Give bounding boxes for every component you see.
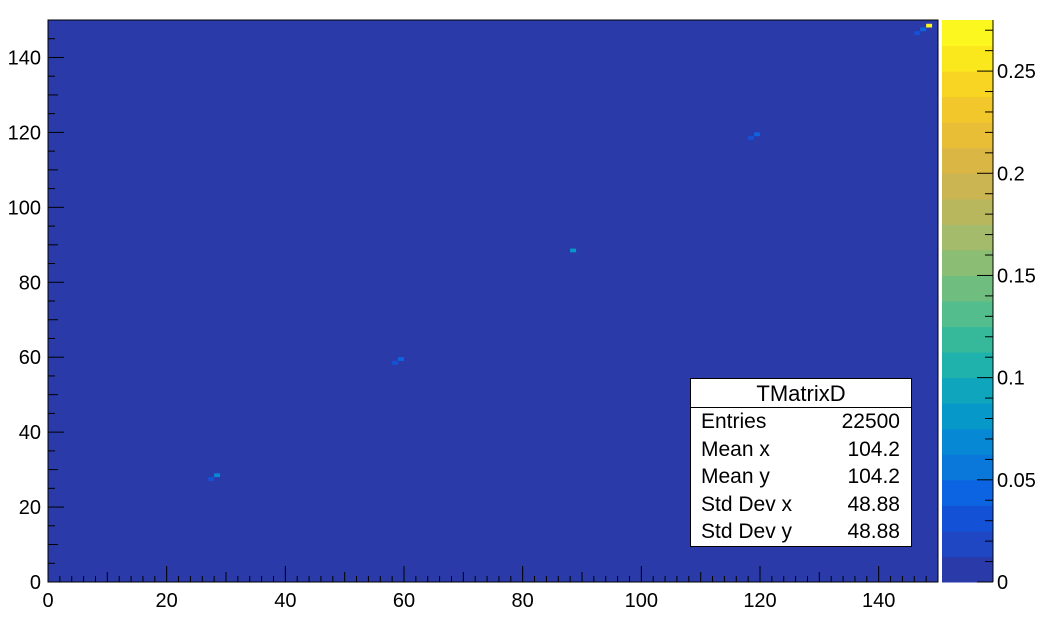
palette-band bbox=[942, 20, 993, 47]
palette-band bbox=[942, 377, 993, 404]
stats-value: 48.88 bbox=[847, 492, 900, 516]
x-axis: 0 20 40 60 80 100 120 140 bbox=[42, 566, 939, 612]
stats-value: 104.2 bbox=[847, 437, 900, 461]
stats-label: Std Dev y bbox=[701, 520, 793, 543]
heatmap-cell bbox=[920, 27, 927, 32]
stats-label: Entries bbox=[701, 410, 767, 433]
palette-band bbox=[942, 428, 993, 455]
stats-value: 22500 bbox=[841, 410, 900, 433]
palette-tick-label: 0.2 bbox=[997, 163, 1025, 185]
y-tick-label: 20 bbox=[19, 497, 41, 519]
x-tick-label: 60 bbox=[393, 590, 415, 612]
palette-tick-label: 0.05 bbox=[997, 470, 1036, 492]
stats-row-mean-y: Mean y 104.2 bbox=[691, 463, 911, 491]
y-tick-label: 40 bbox=[19, 422, 41, 444]
y-tick-label: 60 bbox=[19, 347, 41, 369]
y-tick-label: 0 bbox=[30, 572, 41, 594]
palette-band bbox=[942, 122, 993, 149]
stats-value: 48.88 bbox=[847, 520, 900, 543]
stats-row-mean-x: Mean x 104.2 bbox=[691, 436, 911, 464]
palette-band bbox=[942, 96, 993, 123]
stats-label: Mean x bbox=[701, 437, 770, 461]
palette-band bbox=[942, 224, 993, 251]
palette-band bbox=[942, 249, 993, 276]
stats-title: TMatrixD bbox=[691, 379, 911, 408]
heatmap-cell bbox=[214, 473, 221, 478]
stats-label: Std Dev x bbox=[701, 492, 793, 516]
heatmap-cell bbox=[748, 136, 755, 140]
palette-band bbox=[942, 275, 993, 302]
palette-band bbox=[942, 454, 993, 481]
palette-band bbox=[942, 147, 993, 174]
palette-tick-label: 0.15 bbox=[997, 265, 1036, 287]
stats-value: 104.2 bbox=[847, 465, 900, 488]
x-tick-label: 100 bbox=[625, 590, 658, 612]
x-tick-label: 140 bbox=[862, 590, 895, 612]
stats-row-std-dev-x: Std Dev x 48.88 bbox=[691, 491, 911, 519]
heatmap-cell bbox=[392, 360, 399, 365]
palette-band bbox=[942, 530, 993, 557]
heatmap-cell bbox=[570, 248, 577, 253]
palette-band bbox=[942, 352, 993, 379]
palette-band bbox=[942, 403, 993, 430]
heatmap-cell bbox=[926, 23, 933, 28]
x-tick-label: 0 bbox=[42, 590, 53, 612]
heatmap-cell bbox=[754, 132, 760, 137]
y-tick-label: 140 bbox=[8, 47, 41, 69]
palette-band bbox=[942, 479, 993, 506]
palette-band bbox=[942, 326, 993, 353]
palette-band bbox=[942, 198, 993, 225]
x-tick-label: 20 bbox=[156, 590, 178, 612]
y-tick-label: 80 bbox=[19, 272, 41, 294]
palette-band bbox=[942, 505, 993, 532]
heatmap-cell bbox=[208, 477, 215, 481]
stats-box: TMatrixD Entries 22500 Mean x 104.2 Mean… bbox=[690, 378, 912, 547]
stats-row-entries: Entries 22500 bbox=[691, 408, 911, 436]
heatmap-cell bbox=[914, 31, 921, 35]
stats-label: Mean y bbox=[701, 465, 770, 488]
palette-band bbox=[942, 173, 993, 200]
y-tick-label: 120 bbox=[8, 122, 41, 144]
heatmap-cells bbox=[208, 23, 933, 481]
x-tick-label: 80 bbox=[512, 590, 534, 612]
stats-row-std-dev-y: Std Dev y 48.88 bbox=[691, 518, 911, 546]
palette-tick-label: 0.1 bbox=[997, 368, 1025, 390]
x-tick-label: 120 bbox=[743, 590, 776, 612]
y-tick-label: 100 bbox=[8, 197, 41, 219]
color-palette-axis: 0 0.05 0.1 0.15 0.2 0.25 bbox=[942, 20, 1036, 594]
y-axis: 0 20 40 60 80 100 120 140 bbox=[8, 19, 64, 594]
palette-band bbox=[942, 71, 993, 98]
palette-band bbox=[942, 301, 993, 328]
palette-tick-label: 0 bbox=[997, 572, 1008, 594]
x-tick-label: 40 bbox=[274, 590, 296, 612]
palette-tick-label: 0.25 bbox=[997, 61, 1036, 83]
palette-band bbox=[942, 556, 993, 583]
palette-band bbox=[942, 45, 993, 72]
heatmap-cell bbox=[398, 357, 404, 361]
